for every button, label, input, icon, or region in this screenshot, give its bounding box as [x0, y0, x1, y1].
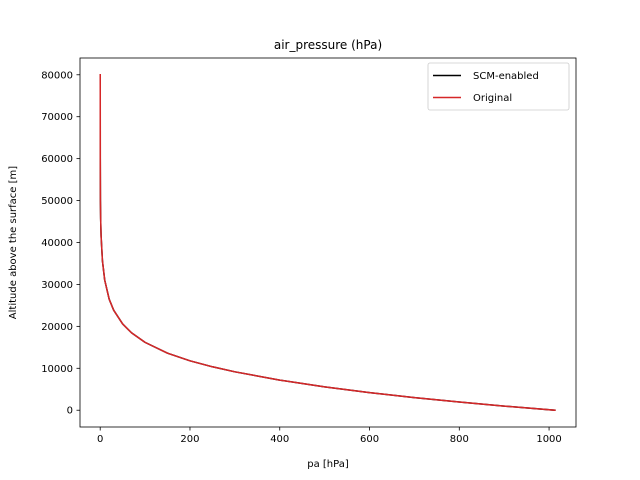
y-tick-label: 40000 [41, 238, 73, 249]
x-tick-label: 200 [180, 434, 199, 445]
series-line-original [99, 74, 556, 412]
y-tick-label: 50000 [41, 196, 73, 207]
x-tick-label: 800 [450, 434, 469, 445]
y-axis-ticks: 0 10000 20000 30000 40000 50000 60000 70000 8000… [41, 70, 80, 417]
legend-label-original: Original [473, 93, 512, 104]
y-tick-label: 20000 [41, 322, 73, 333]
y-axis-label: Altitude above the surface [m] [8, 166, 19, 319]
x-tick-label: 1000 [536, 434, 561, 445]
x-axis-label: pa [hPa] [307, 459, 349, 470]
y-tick-label: 80000 [41, 70, 73, 81]
y-tick-label: 70000 [41, 112, 73, 123]
x-tick-label: 0 [97, 434, 103, 445]
chart-title: air_pressure (hPa) [274, 38, 382, 52]
y-tick-label: 30000 [41, 280, 73, 291]
x-axis-ticks: 0 200 400 600 800 1000 [97, 427, 562, 445]
legend-box [427, 62, 570, 111]
x-tick-label: 400 [270, 434, 289, 445]
y-tick-label: 60000 [41, 154, 73, 165]
y-tick-label: 10000 [41, 364, 73, 375]
legend-label-scm-enabled: SCM-enabled [473, 71, 539, 82]
x-tick-label: 600 [360, 434, 379, 445]
series-layer [99, 74, 556, 412]
y-tick-label: 0 [67, 406, 73, 417]
legend: SCM-enabled Original [427, 62, 570, 111]
